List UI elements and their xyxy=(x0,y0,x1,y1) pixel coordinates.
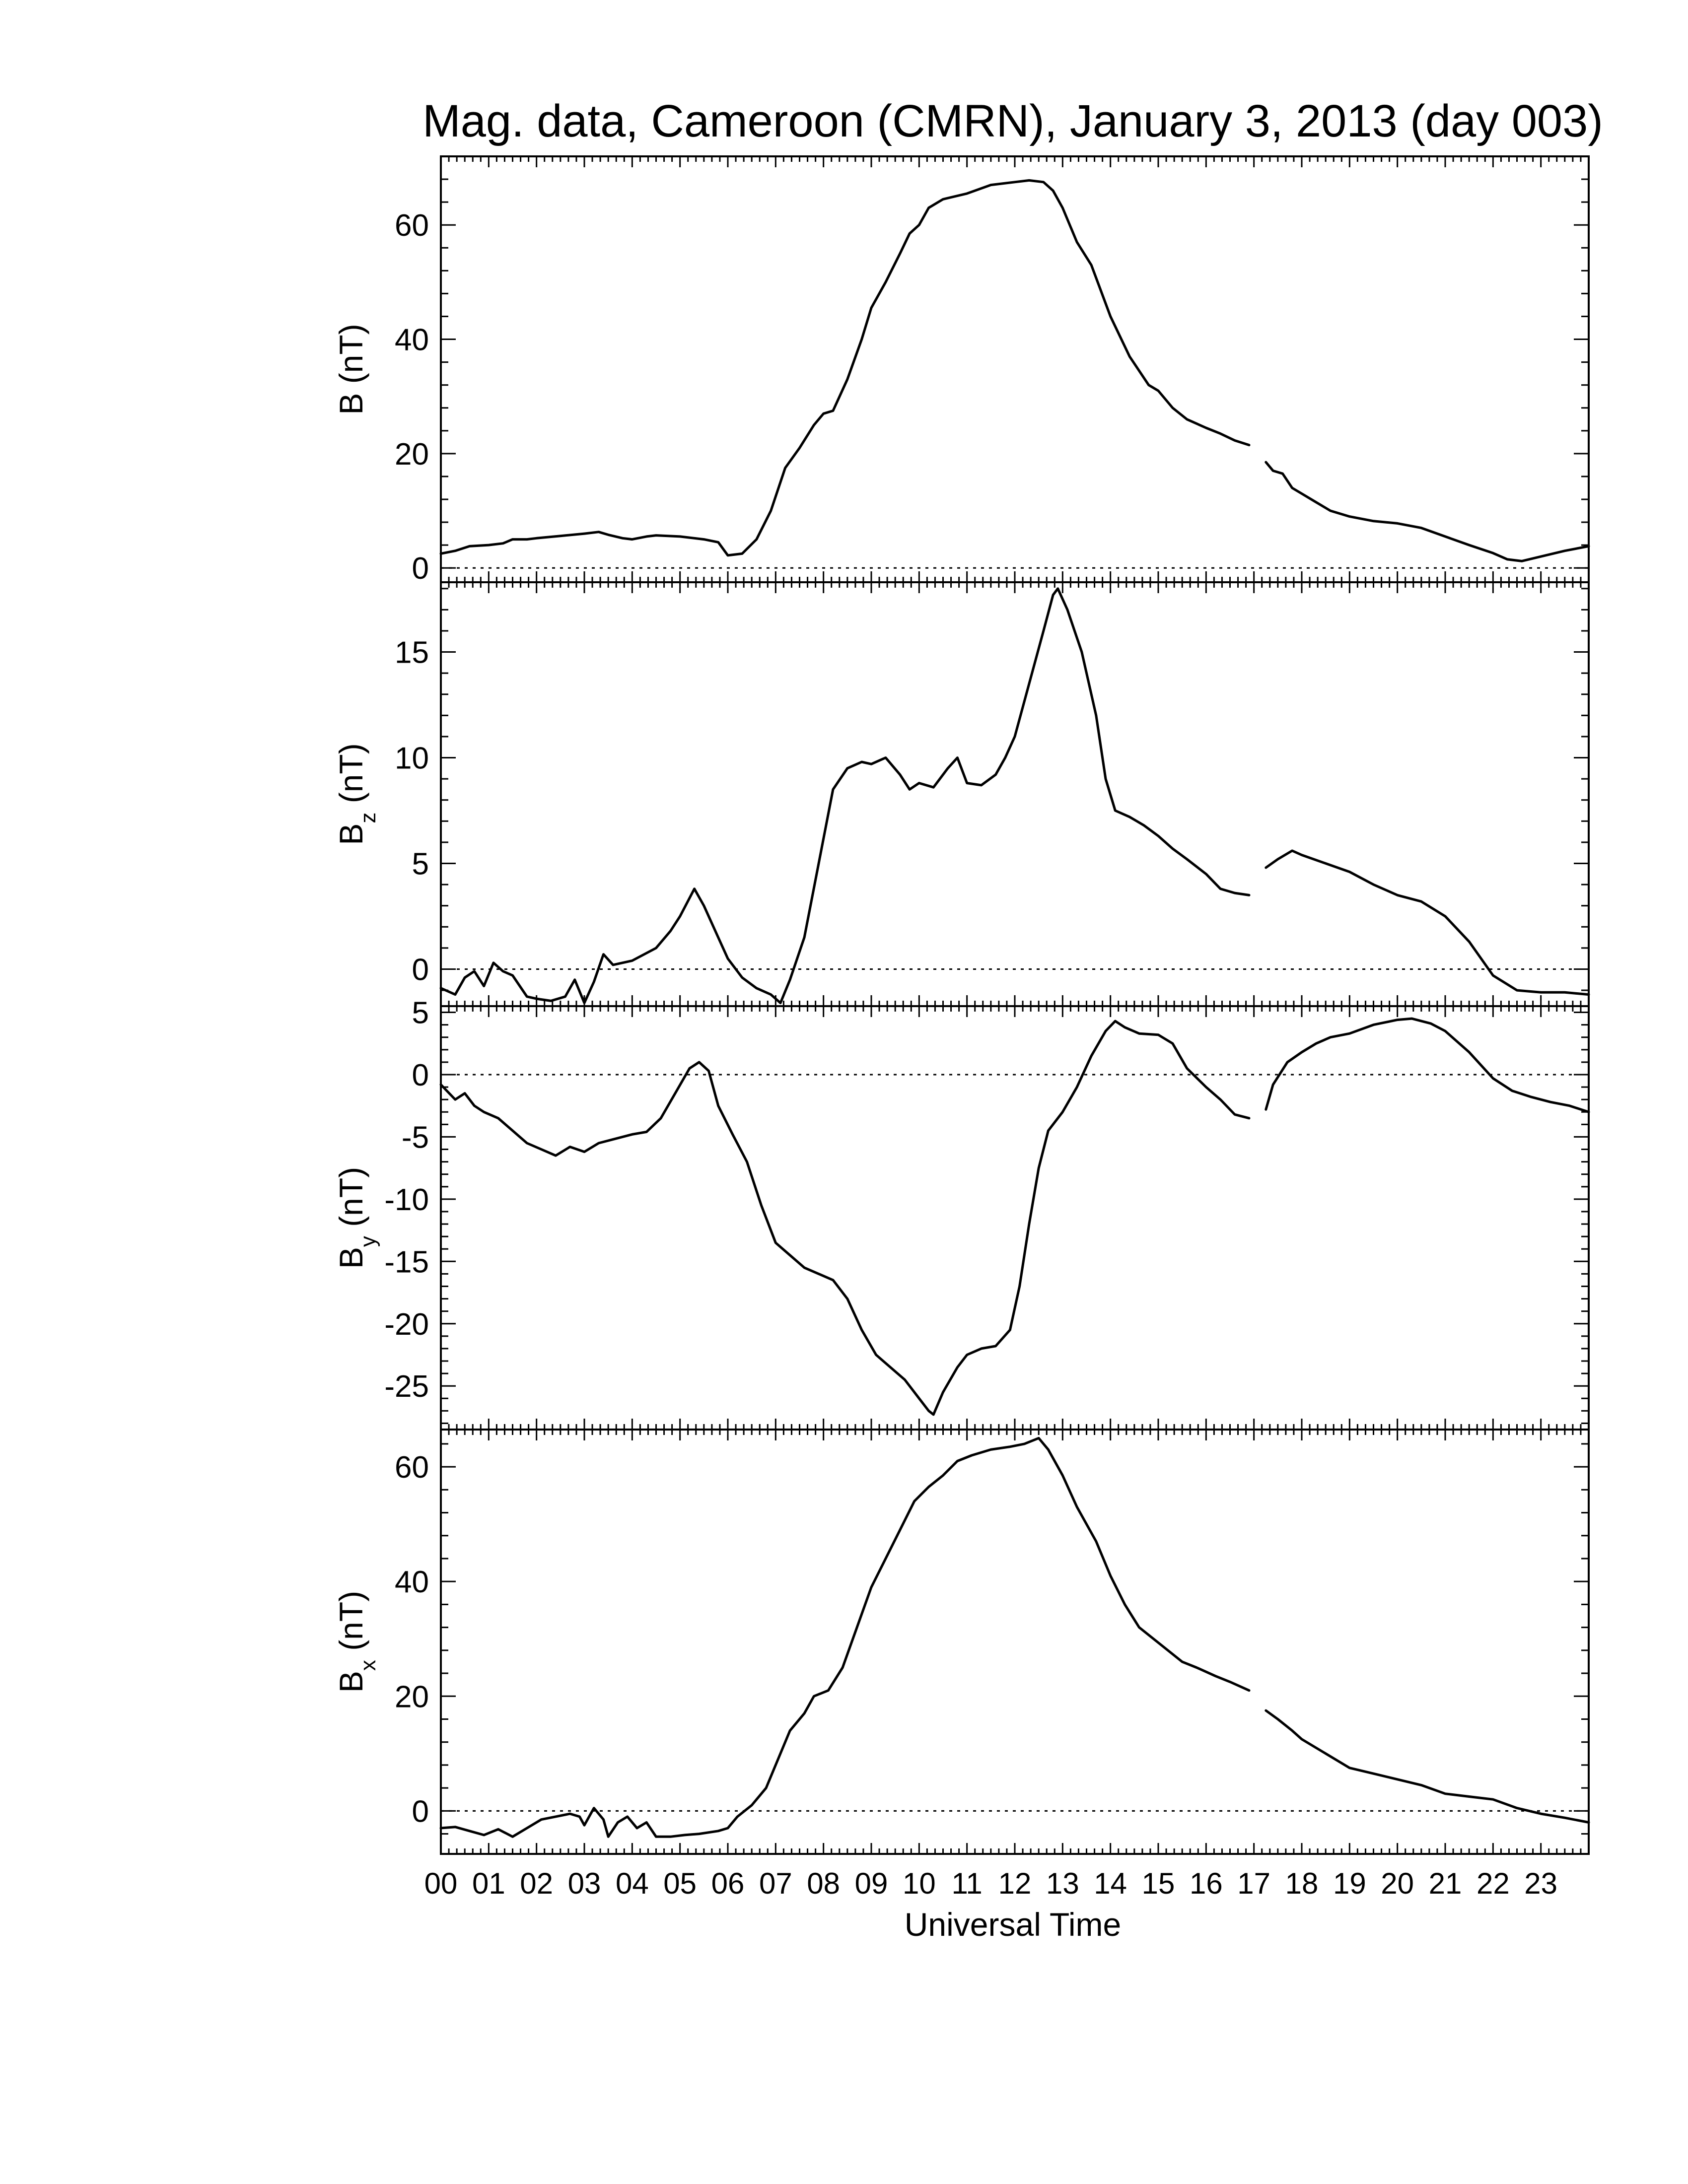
panel-3: 0 20 40 60 Bx (nT) xyxy=(333,1429,1590,1855)
series-line-after-gap xyxy=(1265,1017,1590,1113)
x-tick-label: 09 xyxy=(855,1867,888,1900)
x-axis-labels: 00 01 02 03 04 05 06 07 08 09 10 11 12 13 14 15 16 17 18 19… xyxy=(424,1867,1557,1900)
x-tick-label: 16 xyxy=(1190,1867,1223,1900)
panel-frame xyxy=(440,1005,1590,1431)
panel-frame xyxy=(440,1429,1590,1855)
panel-0: 0 20 40 60 B (nT) xyxy=(333,155,1590,586)
series-line-after-gap xyxy=(1265,849,1590,996)
x-tick-label: 15 xyxy=(1142,1867,1175,1900)
y-tick-label: -20 xyxy=(384,1307,429,1342)
y-axis-label: Bz (nT) xyxy=(333,743,380,845)
y-tick-label: 5 xyxy=(412,996,429,1030)
x-tick-label: 07 xyxy=(759,1867,792,1900)
x-tick-label: 10 xyxy=(903,1867,936,1900)
x-tick-label: 02 xyxy=(520,1867,553,1900)
x-tick-label: 03 xyxy=(568,1867,601,1900)
panel-1: 0 5 10 15 Bz (nT) xyxy=(333,581,1590,1007)
x-tick-label: 06 xyxy=(711,1867,745,1900)
series-line-before-gap xyxy=(439,179,1251,557)
y-tick-label: 60 xyxy=(395,208,429,243)
y-tick-label: -15 xyxy=(384,1245,429,1279)
x-tick-label: 08 xyxy=(807,1867,840,1900)
series-line-before-gap xyxy=(439,1436,1251,1838)
y-tick-label: 60 xyxy=(395,1450,429,1485)
x-tick-label: 14 xyxy=(1094,1867,1127,1900)
x-tick-label: 01 xyxy=(472,1867,505,1900)
x-axis-label: Universal Time xyxy=(905,1906,1121,1943)
y-tick-label: 40 xyxy=(395,323,429,357)
y-tick-label: 5 xyxy=(412,847,429,881)
y-axis-label: Bx (nT) xyxy=(333,1591,380,1693)
x-tick-label: 20 xyxy=(1381,1867,1414,1900)
x-tick-label: 17 xyxy=(1237,1867,1270,1900)
x-tick-label: 21 xyxy=(1429,1867,1462,1900)
panels-group: 0 20 40 60 B (nT) 0 5 10 15 Bz (nT) 5 0 -5 -10 -15 -20 -… xyxy=(333,155,1590,1855)
y-tick-label: 10 xyxy=(395,742,429,776)
y-tick-label: 0 xyxy=(412,551,429,586)
y-tick-label: 0 xyxy=(412,1794,429,1829)
x-tick-label: 05 xyxy=(663,1867,697,1900)
y-tick-label: 0 xyxy=(412,953,429,987)
x-tick-label: 12 xyxy=(998,1867,1032,1900)
y-tick-label: -5 xyxy=(402,1120,429,1155)
series-line-after-gap xyxy=(1265,1709,1590,1824)
x-tick-label: 04 xyxy=(616,1867,649,1900)
x-tick-label: 22 xyxy=(1477,1867,1510,1900)
y-tick-label: 0 xyxy=(412,1058,429,1092)
panel-2: 5 0 -5 -10 -15 -20 -25 By (nT) xyxy=(333,996,1590,1431)
y-axis-label: By (nT) xyxy=(333,1167,380,1269)
x-tick-label: 11 xyxy=(952,1867,983,1900)
y-tick-label: -25 xyxy=(384,1369,429,1404)
x-tick-label: 13 xyxy=(1046,1867,1079,1900)
y-axis-label: B (nT) xyxy=(333,324,369,414)
series-line-before-gap xyxy=(439,1020,1251,1416)
y-tick-label: 40 xyxy=(395,1565,429,1599)
x-tick-label: 23 xyxy=(1524,1867,1557,1900)
x-tick-label: 18 xyxy=(1285,1867,1319,1900)
x-tick-label: 19 xyxy=(1333,1867,1366,1900)
y-tick-label: 20 xyxy=(395,437,429,472)
x-tick-label: 00 xyxy=(424,1867,458,1900)
y-tick-label: -10 xyxy=(384,1183,429,1217)
panel-frame xyxy=(440,581,1590,1007)
y-tick-label: 15 xyxy=(395,636,429,670)
y-tick-label: 20 xyxy=(395,1680,429,1714)
chart-title: Mag. data, Cameroon (CMRN), January 3, 2… xyxy=(422,96,1603,146)
panel-frame xyxy=(440,155,1590,583)
series-line-after-gap xyxy=(1265,461,1590,562)
series-line-before-gap xyxy=(439,587,1251,1005)
